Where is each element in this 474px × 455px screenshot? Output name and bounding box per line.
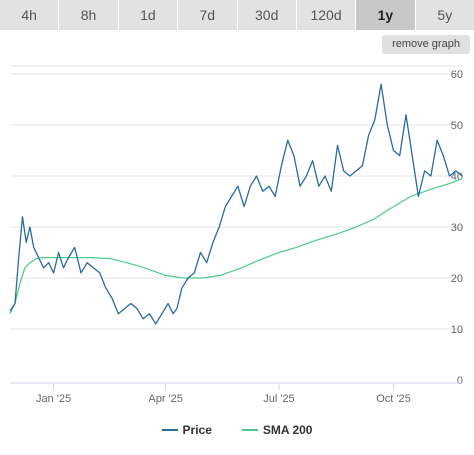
tab-5y[interactable]: 5y: [415, 0, 474, 30]
remove-graph-button[interactable]: remove graph: [382, 35, 470, 54]
tab-1y[interactable]: 1y: [356, 0, 416, 30]
legend-sma-label: SMA 200: [262, 423, 313, 437]
y-tick-label: 10: [451, 324, 463, 336]
x-axis: Jan '25 Apr '25 Jul '25 Oct '25: [10, 382, 462, 405]
tab-1d[interactable]: 1d: [118, 0, 179, 30]
y-tick-label: 0: [457, 375, 463, 387]
y-tick-label: 30: [451, 222, 463, 234]
tab-8h[interactable]: 8h: [59, 0, 119, 30]
x-tick-label: Jul '25: [263, 393, 294, 405]
y-tick-label: 50: [451, 120, 463, 132]
sma-200-line: [9, 178, 463, 314]
y-tick-label: 60: [451, 69, 463, 81]
tab-120d[interactable]: 120d: [296, 0, 357, 30]
x-tick-label: Oct '25: [376, 393, 411, 405]
price-line: [9, 83, 463, 325]
tab-7d[interactable]: 7d: [178, 0, 238, 30]
x-tick-label: Apr '25: [148, 393, 183, 405]
x-tick-label: Jan '25: [36, 393, 71, 405]
legend-price-label: Price: [182, 423, 212, 437]
tab-4h[interactable]: 4h: [0, 0, 60, 30]
legend-item-sma-200[interactable]: SMA 200: [241, 423, 313, 437]
chart-legend: Price SMA 200: [0, 420, 474, 440]
grid-lines: [10, 65, 462, 330]
legend-item-price[interactable]: Price: [161, 423, 212, 437]
timeframe-tabs: 4h 8h 1d 7d 30d 120d 1y 5y: [0, 0, 474, 30]
tab-30d[interactable]: 30d: [237, 0, 297, 30]
y-tick-label: 20: [451, 273, 463, 285]
legend-sma-swatch: [241, 429, 258, 431]
legend-price-swatch: [161, 429, 178, 431]
series-lines: [9, 83, 463, 325]
